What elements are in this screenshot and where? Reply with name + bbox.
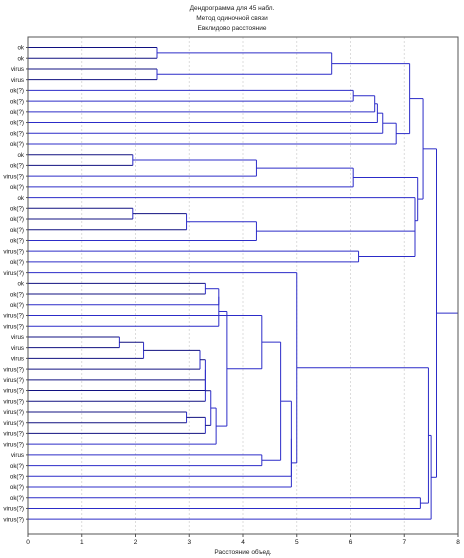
leaf-label: ok (17, 281, 24, 288)
leaf-label: virus(?) (3, 270, 24, 277)
leaf-label: ok(?) (10, 291, 24, 298)
leaf-label: virus(?) (3, 420, 24, 427)
x-tick-label: 5 (295, 539, 299, 546)
leaf-label: ok (17, 55, 24, 62)
leaf-label: ok (17, 45, 24, 52)
x-tick-label: 6 (349, 539, 353, 546)
leaf-label: virus (11, 345, 24, 352)
x-tick-label: 8 (456, 539, 460, 546)
leaf-label: virus(?) (3, 173, 24, 180)
leaf-label: ok(?) (10, 163, 24, 170)
leaf-label: ok (17, 152, 24, 159)
x-axis-label: Расстояние объед. (214, 548, 271, 556)
leaf-label: virus(?) (3, 409, 24, 416)
leaf-label: ok(?) (10, 98, 24, 105)
leaf-label: ok(?) (10, 216, 24, 223)
chart-title-line-1: Дендрограмма для 45 набл. (190, 4, 275, 12)
leaf-label: virus(?) (3, 506, 24, 513)
leaf-label: ok (17, 195, 24, 202)
leaf-label: ok(?) (10, 184, 24, 191)
x-tick-label: 4 (241, 539, 245, 546)
leaf-label: ok(?) (10, 474, 24, 481)
leaf-label: ok(?) (10, 302, 24, 309)
leaf-label: virus(?) (3, 377, 24, 384)
leaf-label: virus (11, 66, 24, 73)
leaf-label: virus (11, 452, 24, 459)
leaf-label: ok(?) (10, 463, 24, 470)
leaf-label: virus(?) (3, 313, 24, 320)
leaf-label: ok(?) (10, 227, 24, 234)
leaf-label: virus(?) (3, 388, 24, 395)
x-tick-label: 7 (402, 539, 406, 546)
leaf-label: virus(?) (3, 398, 24, 405)
leaf-label: ok(?) (10, 484, 24, 491)
leaf-label: virus (11, 77, 24, 84)
leaf-label: virus(?) (3, 516, 24, 523)
leaf-label: ok(?) (10, 238, 24, 245)
leaf-label: ok(?) (10, 109, 24, 116)
leaf-label: virus(?) (3, 248, 24, 255)
leaf-label: ok(?) (10, 495, 24, 502)
leaf-label: ok(?) (10, 130, 24, 137)
leaf-label: virus(?) (3, 323, 24, 330)
leaf-label: virus(?) (3, 366, 24, 373)
chart-title-line-2: Метод одиночной связи (196, 14, 268, 22)
x-tick-label: 3 (187, 539, 191, 546)
leaf-label: ok(?) (10, 88, 24, 95)
x-tick-label: 1 (80, 539, 84, 546)
leaf-label: ok(?) (10, 259, 24, 266)
leaf-label: ok(?) (10, 141, 24, 148)
leaf-label: virus(?) (3, 431, 24, 438)
leaf-label: ok(?) (10, 206, 24, 213)
leaf-label: virus (11, 334, 24, 341)
plot-frame (27, 36, 459, 535)
leaf-label: ok(?) (10, 120, 24, 127)
x-tick-label: 0 (26, 539, 30, 546)
x-tick-label: 2 (134, 539, 138, 546)
dendrogram-links (28, 47, 458, 520)
leaf-label: virus(?) (3, 441, 24, 448)
chart-title-line-3: Евклидово расстояние (198, 25, 267, 32)
leaf-label: virus (11, 356, 24, 363)
